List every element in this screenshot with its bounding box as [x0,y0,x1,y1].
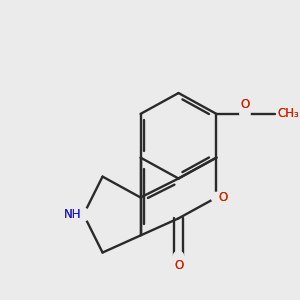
Circle shape [240,109,250,119]
Text: O: O [240,98,250,111]
Text: O: O [219,191,228,204]
Text: O: O [174,259,183,272]
Circle shape [212,192,222,203]
Text: O: O [219,191,228,204]
Text: NH: NH [64,208,81,221]
Text: CH₃: CH₃ [278,107,299,120]
Text: CH₃: CH₃ [278,107,299,120]
Circle shape [173,251,184,262]
Text: NH: NH [64,208,81,221]
Circle shape [77,208,90,221]
Text: O: O [174,259,183,272]
Text: O: O [240,98,250,111]
